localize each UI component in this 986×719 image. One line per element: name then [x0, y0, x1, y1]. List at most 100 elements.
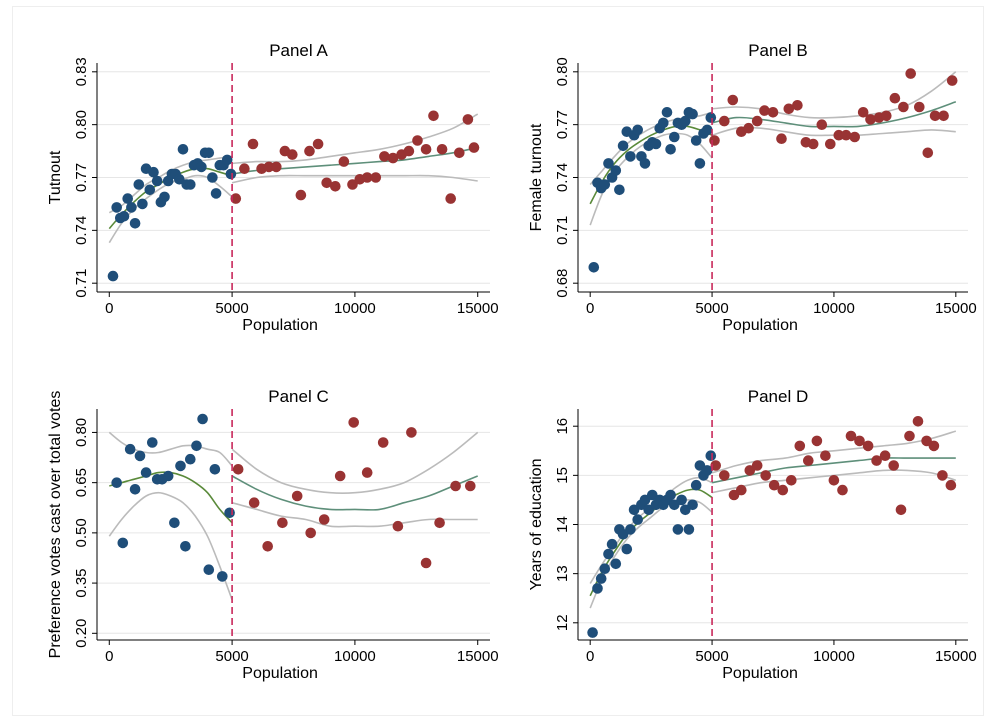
panel-title: Panel D	[748, 387, 808, 406]
point-below	[650, 138, 662, 150]
point-above	[454, 147, 465, 159]
point-above	[387, 152, 399, 164]
point-below	[197, 413, 208, 425]
y-tick-label: 0.71	[554, 216, 571, 245]
point-above	[768, 479, 780, 491]
point-above	[849, 131, 860, 143]
x-tick-label: 5000	[215, 300, 248, 317]
point-above	[361, 172, 373, 183]
point-below	[661, 107, 673, 118]
x-axis-label: Population	[722, 665, 798, 682]
point-above	[783, 103, 795, 115]
point-above	[239, 163, 250, 174]
point-above	[854, 435, 865, 447]
y-tick-label: 13	[554, 565, 571, 582]
point-above	[946, 75, 958, 86]
y-tick-label: 0.80	[73, 110, 90, 139]
point-above	[767, 107, 779, 118]
point-below	[210, 188, 222, 199]
point-above	[845, 430, 857, 442]
point-below	[107, 270, 119, 282]
point-above	[710, 460, 721, 471]
point-below	[687, 108, 698, 120]
point-above	[370, 172, 382, 183]
point-above	[271, 161, 282, 173]
x-tick-label: 5000	[215, 648, 248, 665]
y-axis-label: Tutnout	[47, 150, 64, 204]
point-below	[621, 543, 633, 555]
y-tick-label: 14	[554, 516, 571, 533]
point-above	[406, 427, 417, 438]
point-below	[185, 179, 196, 190]
point-below	[705, 112, 717, 123]
point-below	[587, 627, 598, 638]
point-below	[632, 514, 643, 525]
point-above	[318, 514, 330, 525]
point-above	[420, 144, 432, 155]
point-above	[420, 557, 432, 569]
point-below	[669, 131, 680, 143]
point-below	[603, 158, 614, 169]
point-above	[468, 142, 480, 153]
y-tick-label: 0.80	[554, 57, 571, 86]
point-below	[610, 558, 622, 570]
point-below	[595, 573, 607, 584]
point-below	[658, 117, 669, 129]
point-above	[727, 94, 739, 106]
point-below	[174, 174, 185, 185]
point-above	[751, 460, 763, 471]
y-tick-label: 0.68	[554, 269, 571, 298]
point-below	[588, 262, 600, 273]
ci-lower-line	[231, 174, 478, 184]
panel-title: Panel C	[268, 387, 328, 406]
fit-line-above	[231, 475, 478, 511]
y-tick-label: 0.83	[73, 57, 90, 86]
point-above	[312, 138, 324, 150]
point-below	[129, 218, 141, 229]
point-below	[614, 184, 625, 196]
point-above	[881, 110, 892, 122]
point-above	[760, 470, 771, 481]
point-above	[786, 475, 797, 486]
point-above	[428, 110, 439, 122]
point-below	[603, 548, 614, 560]
point-above	[434, 517, 445, 529]
point-below	[159, 191, 170, 203]
x-tick-label: 10000	[813, 300, 855, 317]
point-above	[898, 101, 909, 113]
y-axis-label: Years of education	[528, 459, 545, 591]
point-above	[248, 497, 260, 509]
point-above	[377, 437, 389, 448]
point-below	[639, 158, 651, 169]
point-above	[321, 177, 333, 189]
x-tick-label: 15000	[935, 300, 977, 317]
point-below	[217, 571, 228, 582]
point-above	[776, 133, 787, 144]
point-above	[833, 129, 845, 141]
point-below	[665, 144, 676, 155]
point-below	[196, 161, 207, 173]
x-tick-label: 10000	[813, 648, 855, 665]
point-below	[683, 524, 695, 535]
y-tick-label: 16	[554, 418, 571, 435]
point-below	[151, 175, 163, 187]
point-below	[162, 470, 174, 482]
point-above	[465, 480, 476, 492]
x-tick-label: 5000	[695, 648, 728, 665]
y-tick-label: 12	[554, 614, 571, 631]
point-above	[751, 115, 763, 127]
point-below	[225, 168, 237, 180]
point-above	[895, 504, 907, 516]
panel-c: 0 5000 10000 15000 0.20 0.35 0.50 0.65 0.80 Panel…	[47, 387, 499, 682]
point-above	[807, 138, 819, 150]
point-below	[111, 202, 122, 213]
point-below	[632, 124, 643, 136]
point-below	[599, 563, 611, 574]
point-above	[904, 430, 915, 442]
point-above	[937, 470, 948, 481]
point-below	[118, 211, 130, 222]
point-below	[606, 538, 618, 550]
point-below	[705, 450, 717, 462]
point-above	[334, 470, 346, 482]
